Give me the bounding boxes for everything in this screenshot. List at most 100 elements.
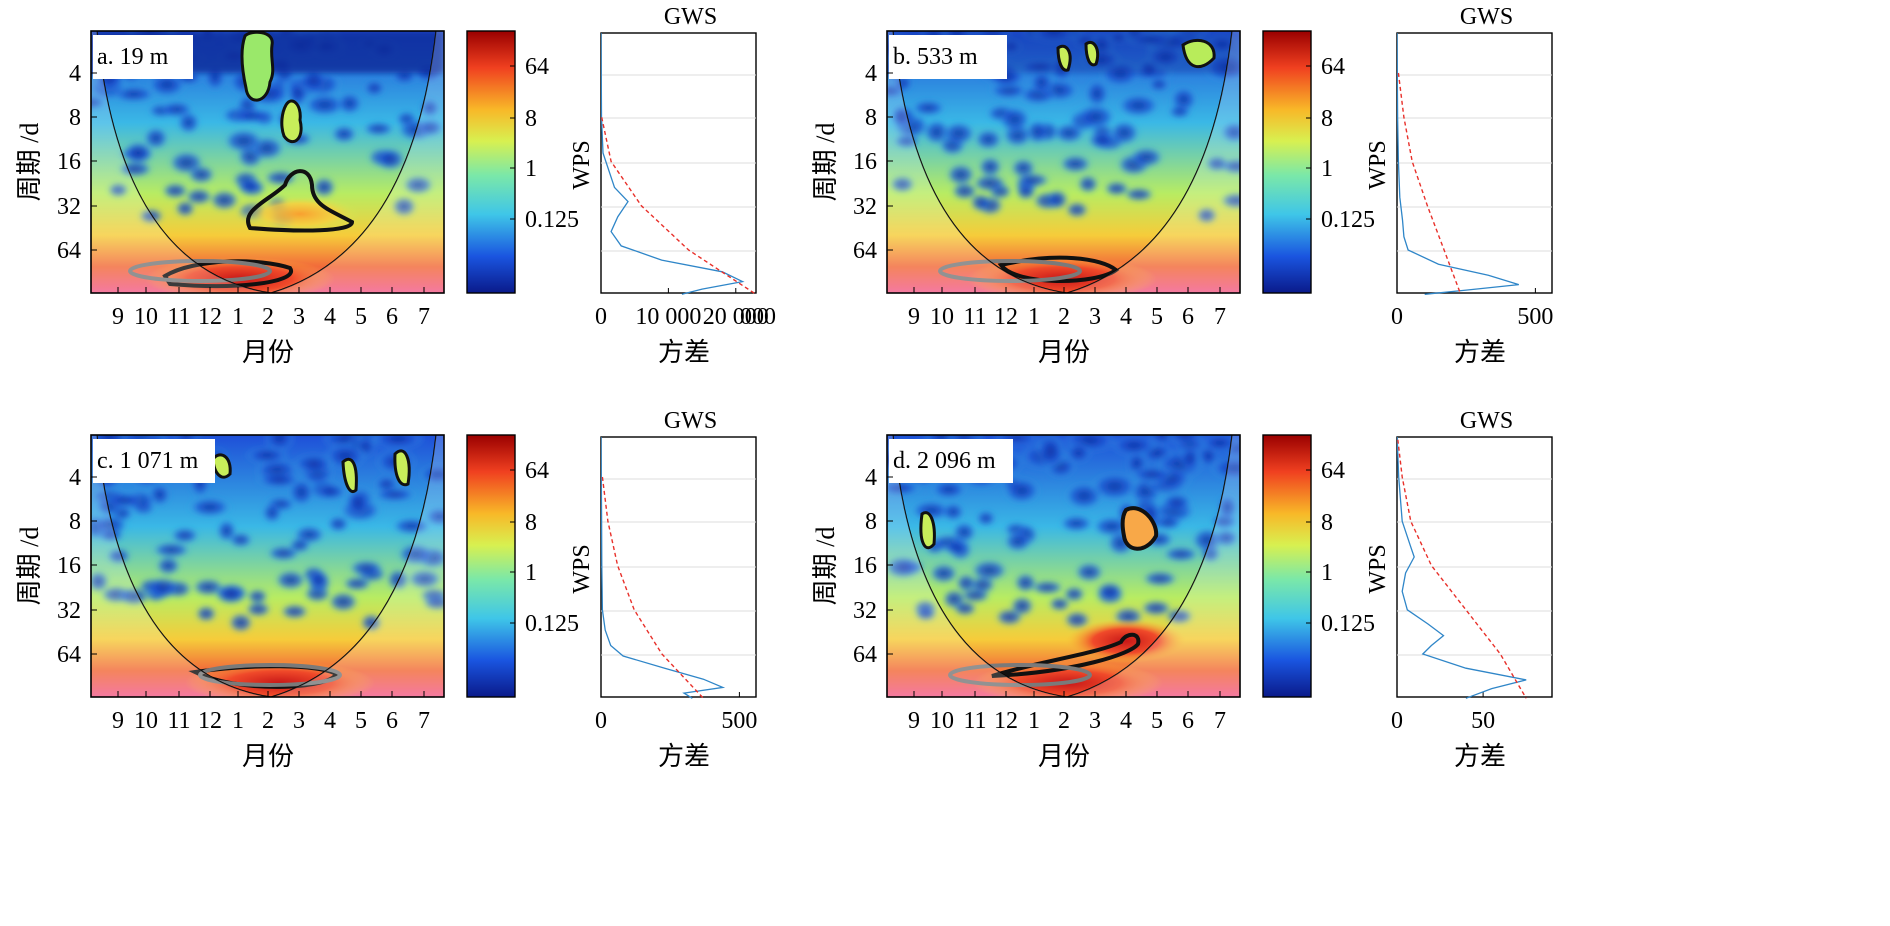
texture-blob [1059, 154, 1092, 174]
x-tick-label: 1 [1028, 304, 1040, 330]
texture-blob [890, 104, 912, 129]
texture-blob [288, 537, 312, 553]
x-tick-label: 9 [908, 304, 920, 330]
texture-blob [1153, 514, 1183, 531]
texture-blob [397, 543, 435, 566]
y-axis-label: 周期 /d [811, 527, 840, 606]
texture-blob [972, 174, 1008, 193]
texture-blob [1195, 207, 1218, 224]
texture-blob [391, 517, 432, 535]
x-tick-label: 3 [1089, 708, 1101, 734]
colorbar-tick-label: 8 [525, 510, 537, 536]
texture-blob [187, 496, 232, 518]
texture-blob [288, 477, 315, 507]
texture-blob [1075, 103, 1116, 131]
texture-blob [195, 605, 217, 622]
y-tick-label: 64 [853, 238, 877, 264]
x-tick-label: 9 [112, 304, 124, 330]
texture-blob [953, 600, 977, 616]
texture-blob [97, 527, 125, 543]
texture-blob [1216, 494, 1238, 521]
colorbar [1262, 434, 1312, 698]
x-tick-label: 1 [1028, 708, 1040, 734]
texture-blob [1053, 122, 1085, 144]
texture-blob [145, 576, 181, 598]
cone-shade [271, 435, 444, 697]
texture-blob [1160, 492, 1193, 513]
significance-series-line [601, 117, 757, 295]
colorbar [466, 434, 516, 698]
gws-x-tick-label: 50 [1471, 708, 1495, 734]
cone-contour [938, 259, 1082, 283]
texture-blob [970, 193, 991, 212]
texture-blob [159, 100, 194, 118]
y-axis-label: 周期 /d [15, 123, 44, 202]
texture-blob [1074, 562, 1104, 583]
texture-blob [231, 108, 274, 124]
gws-xlabel: 方差 [1454, 338, 1506, 367]
texture-blob [418, 463, 444, 486]
texture-blob [1167, 104, 1192, 119]
texture-blob [1104, 181, 1130, 196]
y-tick-label: 32 [853, 598, 877, 624]
texture-blob [1095, 581, 1124, 601]
texture-blob [943, 539, 971, 556]
texture-blob [941, 502, 965, 522]
cone-contour [948, 663, 1092, 687]
x-tick-label: 11 [963, 304, 986, 330]
colorbar-tick-label: 64 [1321, 458, 1345, 484]
gws-x-tick-label: 20 000 [703, 304, 769, 330]
x-tick-label: 11 [167, 304, 190, 330]
wps-series-line [601, 437, 726, 699]
texture-blob [946, 163, 976, 186]
texture-blob [1220, 192, 1240, 209]
texture-blob [91, 570, 109, 593]
cone-shade [1067, 435, 1240, 697]
texture-blob [327, 515, 350, 533]
texture-blob [372, 486, 417, 503]
colorbar [466, 30, 516, 294]
y-tick-label: 16 [853, 149, 877, 175]
y-tick-label: 64 [853, 642, 877, 668]
x-tick-label: 11 [963, 708, 986, 734]
cone-shade [887, 435, 1067, 697]
texture-blob [1162, 546, 1200, 562]
colorbar-tick-label: 8 [525, 106, 537, 132]
colorbar-tick-label: 8 [1321, 510, 1333, 536]
x-tick-label: 2 [1058, 708, 1070, 734]
colorbar-tick-label: 0.125 [525, 207, 579, 233]
texture-blob [342, 576, 372, 591]
significance-contour [1056, 44, 1072, 72]
texture-blob [386, 568, 410, 591]
x-tick-label: 7 [418, 304, 430, 330]
significance-series-line [1397, 72, 1462, 295]
x-tick-label: 6 [386, 708, 398, 734]
texture-blob [292, 452, 335, 475]
colorbar [1262, 30, 1312, 294]
gws-x-tick-label: 000 [740, 304, 776, 330]
texture-blob [1142, 570, 1178, 587]
panel-label: d. 2 096 m [893, 448, 996, 474]
significance-contour [1120, 506, 1159, 551]
x-tick-label: 9 [112, 708, 124, 734]
texture-blob [422, 595, 444, 611]
texture-blob [307, 569, 331, 590]
texture-blob [324, 442, 368, 470]
colorbar-tick-label: 0.125 [1321, 207, 1375, 233]
significance-contours [162, 31, 355, 289]
texture-blob [975, 510, 997, 527]
texture-blob [274, 570, 307, 591]
texture-blob [117, 586, 151, 606]
texture-blob [327, 591, 359, 613]
y-tick-label: 16 [853, 553, 877, 579]
x-axis-label: 月份 [242, 742, 294, 771]
texture-blob [245, 601, 272, 617]
significance-contour [393, 449, 411, 487]
y-tick-label: 32 [57, 194, 81, 220]
texture-blob [1129, 147, 1164, 168]
x-tick-label: 4 [1120, 304, 1132, 330]
x-tick-label: 10 [134, 708, 158, 734]
x-tick-label: 6 [1182, 304, 1194, 330]
texture-blob [1065, 441, 1092, 465]
texture-blob [331, 124, 358, 144]
